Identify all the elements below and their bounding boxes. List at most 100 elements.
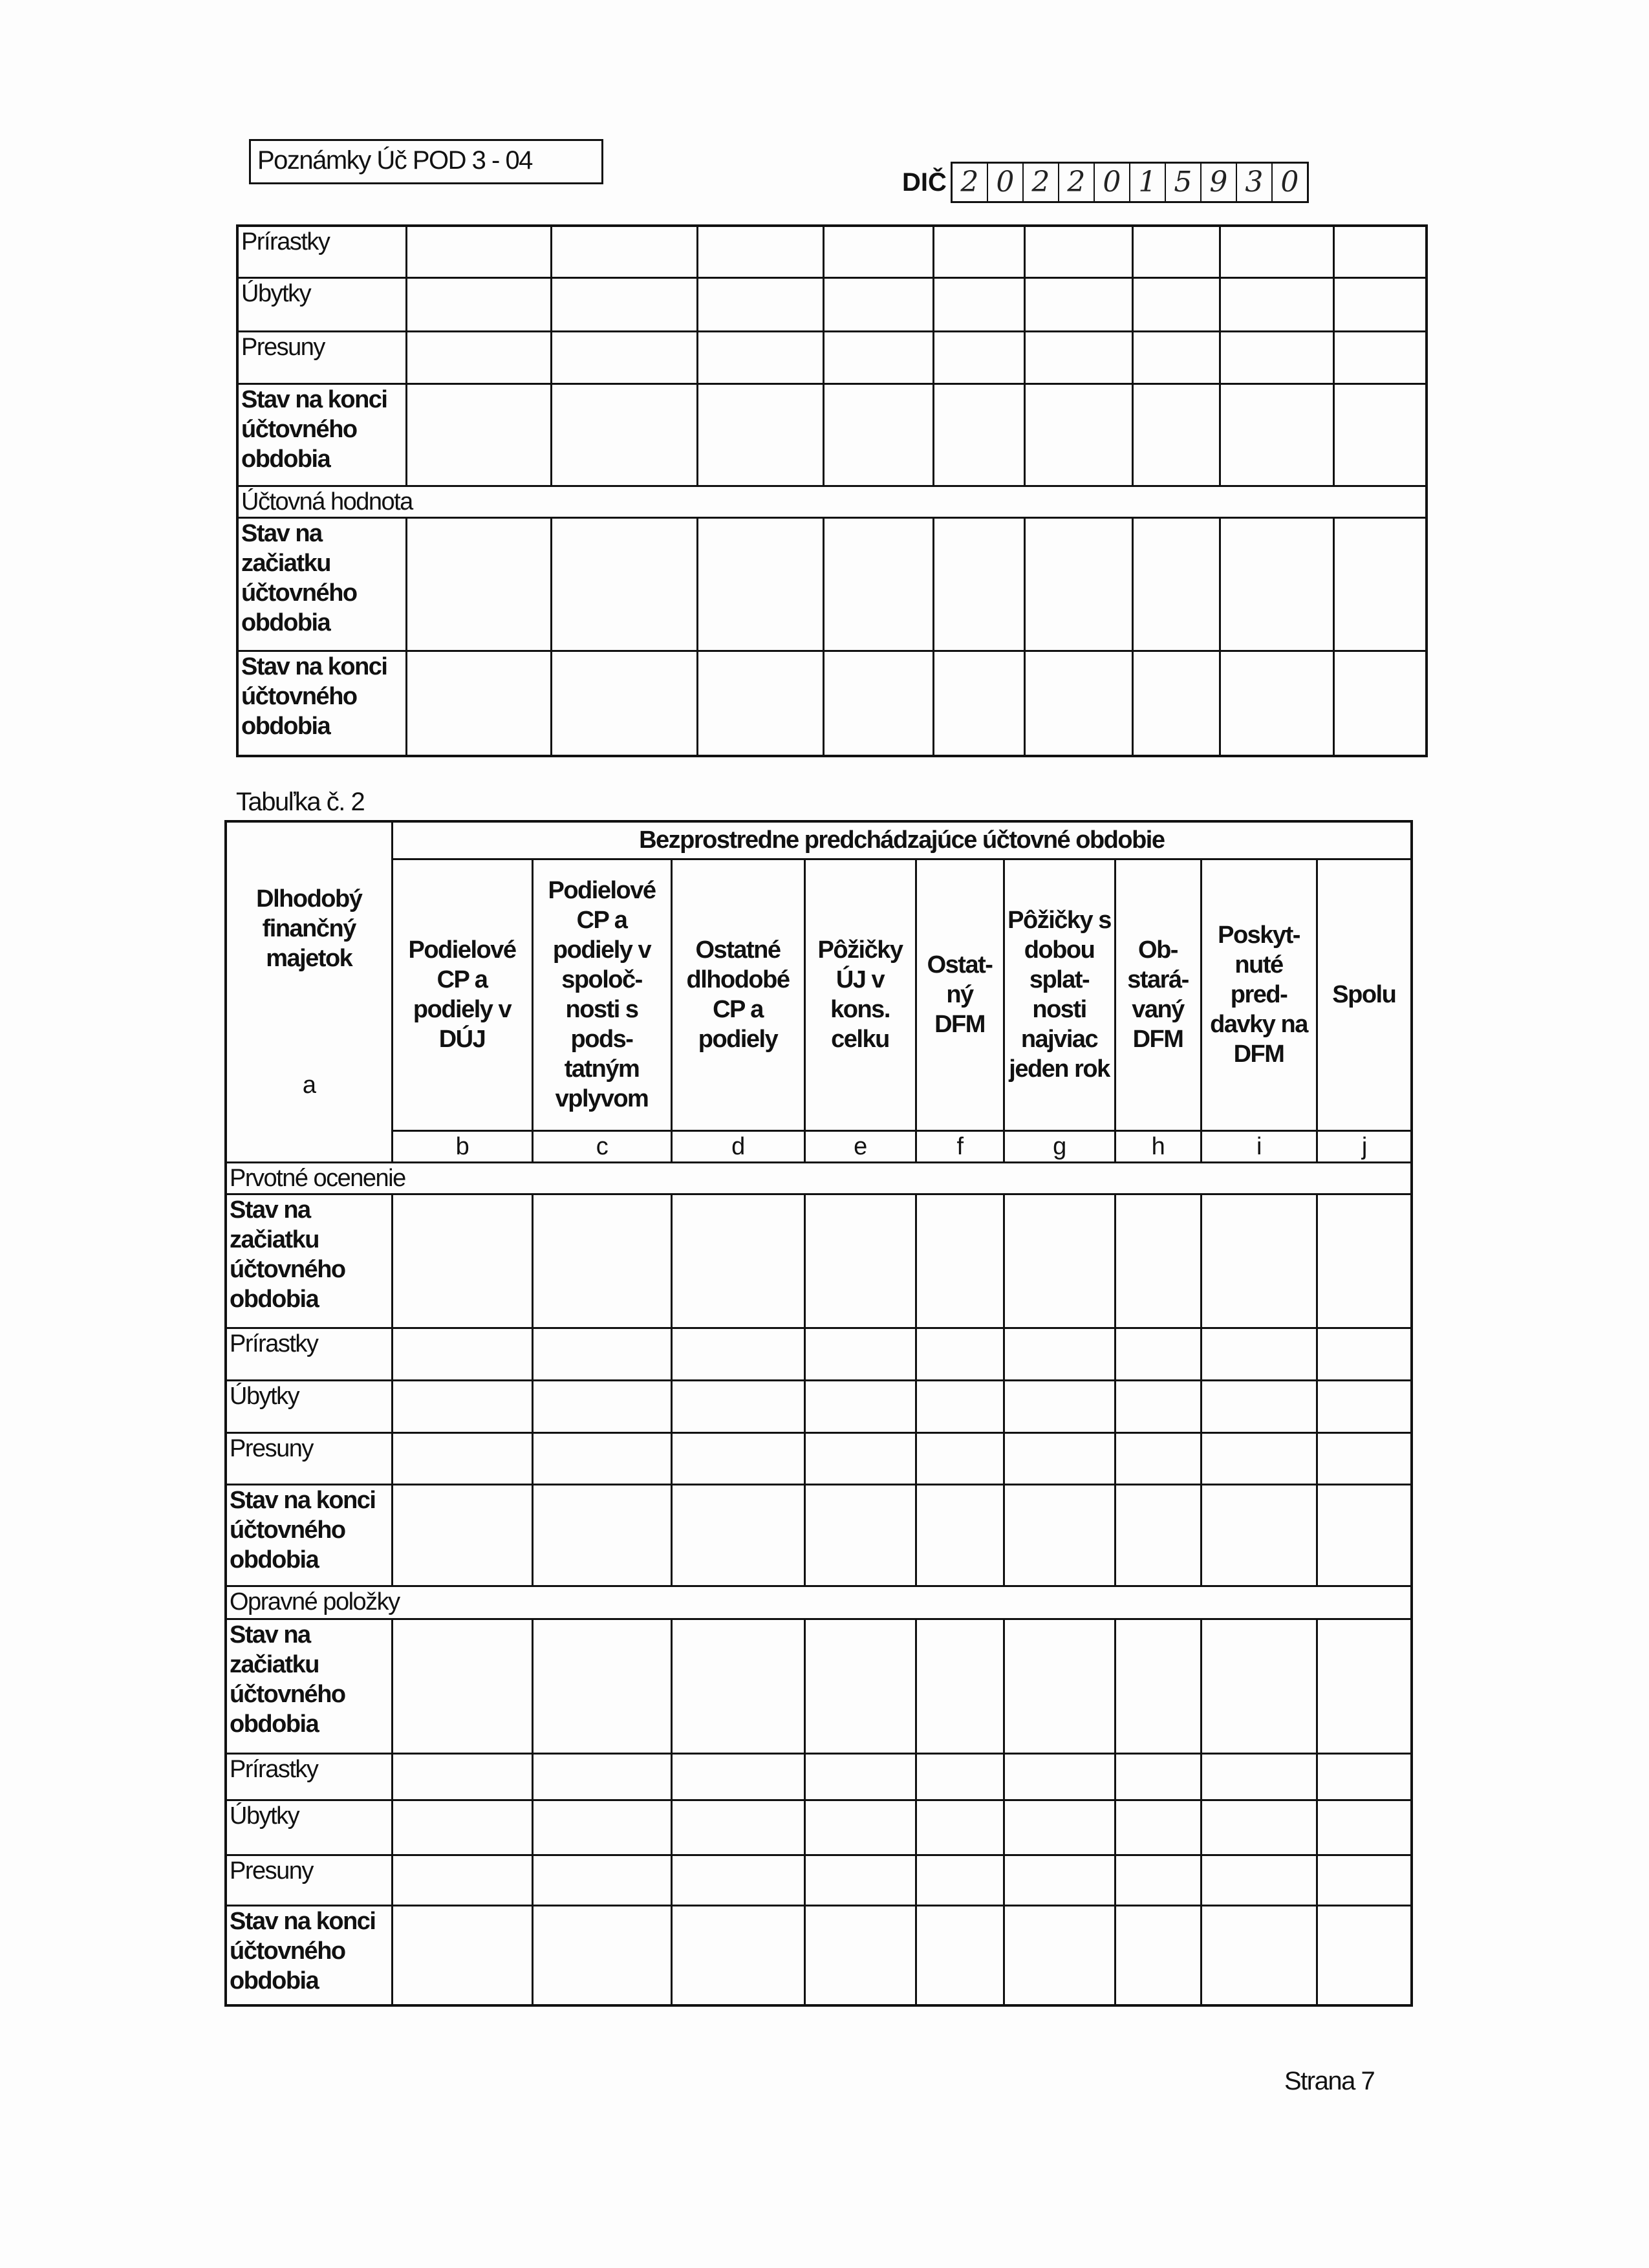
value-cell[interactable] — [1200, 1193, 1318, 1329]
value-cell[interactable] — [531, 1431, 673, 1485]
value-cell[interactable] — [1114, 1483, 1202, 1587]
value-cell[interactable] — [405, 382, 552, 487]
value-cell[interactable] — [1200, 1617, 1318, 1755]
value-cell[interactable] — [822, 330, 934, 385]
value-cell[interactable] — [1114, 1904, 1202, 2007]
value-cell[interactable] — [391, 1752, 534, 1801]
value-cell[interactable] — [1114, 1379, 1202, 1434]
value-cell[interactable] — [1315, 1193, 1413, 1329]
value-cell[interactable] — [550, 330, 698, 385]
value-cell[interactable] — [1218, 276, 1335, 332]
value-cell[interactable] — [1002, 1431, 1116, 1485]
value-cell[interactable] — [1002, 1853, 1116, 1906]
value-cell[interactable] — [822, 224, 934, 279]
value-cell[interactable] — [1023, 330, 1134, 385]
value-cell[interactable] — [391, 1431, 534, 1485]
value-cell[interactable] — [803, 1853, 917, 1906]
value-cell[interactable] — [1315, 1798, 1413, 1856]
value-cell[interactable] — [670, 1798, 806, 1856]
value-cell[interactable] — [1114, 1752, 1202, 1801]
value-cell[interactable] — [1200, 1798, 1318, 1856]
value-cell[interactable] — [531, 1853, 673, 1906]
value-cell[interactable] — [670, 1431, 806, 1485]
value-cell[interactable] — [914, 1617, 1005, 1755]
value-cell[interactable] — [1131, 382, 1221, 487]
value-cell[interactable] — [914, 1483, 1005, 1587]
value-cell[interactable] — [822, 276, 934, 332]
value-cell[interactable] — [391, 1193, 534, 1329]
value-cell[interactable] — [1114, 1617, 1202, 1755]
value-cell[interactable] — [670, 1379, 806, 1434]
value-cell[interactable] — [1002, 1617, 1116, 1755]
value-cell[interactable] — [932, 649, 1026, 757]
value-cell[interactable] — [1131, 649, 1221, 757]
value-cell[interactable] — [405, 649, 552, 757]
value-cell[interactable] — [1332, 516, 1428, 652]
value-cell[interactable] — [670, 1483, 806, 1587]
value-cell[interactable] — [803, 1326, 917, 1381]
value-cell[interactable] — [1315, 1752, 1413, 1801]
value-cell[interactable] — [1315, 1326, 1413, 1381]
value-cell[interactable] — [822, 516, 934, 652]
value-cell[interactable] — [803, 1483, 917, 1587]
value-cell[interactable] — [1002, 1193, 1116, 1329]
value-cell[interactable] — [1332, 224, 1428, 279]
value-cell[interactable] — [1002, 1752, 1116, 1801]
value-cell[interactable] — [1002, 1483, 1116, 1587]
value-cell[interactable] — [803, 1752, 917, 1801]
value-cell[interactable] — [1332, 276, 1428, 332]
value-cell[interactable] — [1315, 1853, 1413, 1906]
value-cell[interactable] — [405, 276, 552, 332]
value-cell[interactable] — [670, 1193, 806, 1329]
value-cell[interactable] — [1315, 1483, 1413, 1587]
value-cell[interactable] — [822, 382, 934, 487]
value-cell[interactable] — [1023, 649, 1134, 757]
value-cell[interactable] — [1114, 1193, 1202, 1329]
value-cell[interactable] — [1315, 1431, 1413, 1485]
value-cell[interactable] — [914, 1431, 1005, 1485]
value-cell[interactable] — [1002, 1379, 1116, 1434]
value-cell[interactable] — [803, 1193, 917, 1329]
value-cell[interactable] — [696, 224, 824, 279]
value-cell[interactable] — [1200, 1483, 1318, 1587]
value-cell[interactable] — [914, 1853, 1005, 1906]
value-cell[interactable] — [550, 224, 698, 279]
value-cell[interactable] — [696, 516, 824, 652]
value-cell[interactable] — [932, 224, 1026, 279]
value-cell[interactable] — [932, 516, 1026, 652]
value-cell[interactable] — [1332, 382, 1428, 487]
value-cell[interactable] — [932, 382, 1026, 487]
value-cell[interactable] — [1315, 1379, 1413, 1434]
value-cell[interactable] — [391, 1617, 534, 1755]
value-cell[interactable] — [670, 1752, 806, 1801]
value-cell[interactable] — [1200, 1326, 1318, 1381]
value-cell[interactable] — [1114, 1431, 1202, 1485]
value-cell[interactable] — [914, 1798, 1005, 1856]
value-cell[interactable] — [914, 1904, 1005, 2007]
value-cell[interactable] — [1315, 1904, 1413, 2007]
value-cell[interactable] — [914, 1326, 1005, 1381]
value-cell[interactable] — [1023, 516, 1134, 652]
value-cell[interactable] — [550, 276, 698, 332]
value-cell[interactable] — [1002, 1904, 1116, 2007]
value-cell[interactable] — [670, 1617, 806, 1755]
value-cell[interactable] — [1002, 1326, 1116, 1381]
value-cell[interactable] — [1023, 224, 1134, 279]
value-cell[interactable] — [531, 1752, 673, 1801]
value-cell[interactable] — [1315, 1617, 1413, 1755]
value-cell[interactable] — [1218, 224, 1335, 279]
value-cell[interactable] — [932, 276, 1026, 332]
value-cell[interactable] — [1131, 516, 1221, 652]
value-cell[interactable] — [405, 516, 552, 652]
value-cell[interactable] — [1200, 1379, 1318, 1434]
value-cell[interactable] — [1200, 1431, 1318, 1485]
value-cell[interactable] — [1114, 1798, 1202, 1856]
value-cell[interactable] — [531, 1798, 673, 1856]
value-cell[interactable] — [1200, 1752, 1318, 1801]
value-cell[interactable] — [670, 1904, 806, 2007]
value-cell[interactable] — [531, 1617, 673, 1755]
value-cell[interactable] — [550, 382, 698, 487]
value-cell[interactable] — [531, 1193, 673, 1329]
value-cell[interactable] — [531, 1483, 673, 1587]
value-cell[interactable] — [1023, 276, 1134, 332]
